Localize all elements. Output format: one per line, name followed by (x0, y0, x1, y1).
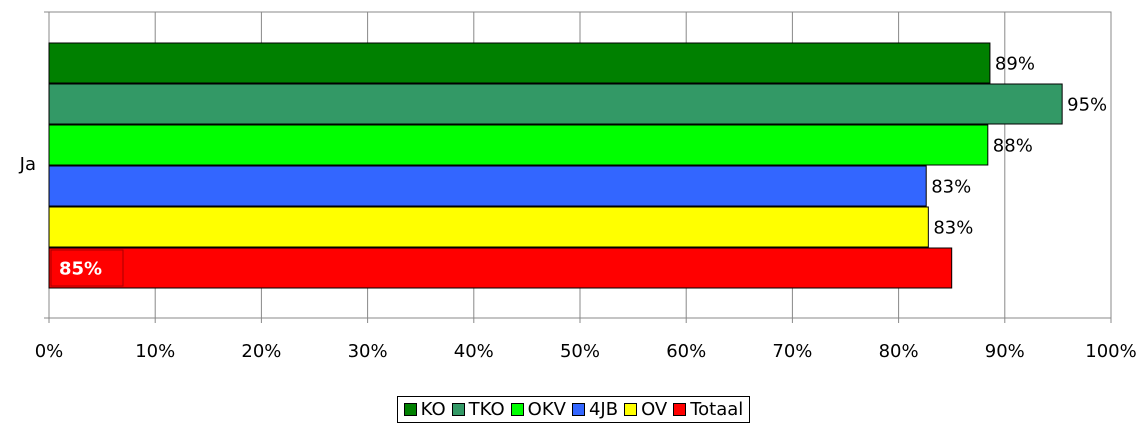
legend-item: OKV (510, 399, 566, 420)
legend-swatch (571, 403, 585, 416)
bar (48, 83, 1063, 125)
legend-item: TKO (451, 399, 505, 420)
x-tick-label: 10% (135, 341, 175, 362)
x-tick-label: 90% (985, 341, 1025, 362)
x-tick-label: 60% (666, 341, 706, 362)
bar (48, 124, 989, 166)
x-tick-label: 80% (879, 341, 919, 362)
legend-label: OV (641, 399, 668, 420)
legend-swatch (673, 403, 687, 416)
bar (48, 42, 991, 84)
data-label: 89% (995, 54, 1035, 75)
legend-label: 4JB (588, 399, 619, 420)
legend-swatch (451, 403, 465, 416)
legend-label: OKV (527, 399, 566, 420)
legend-item: 4JB (571, 399, 619, 420)
x-tick-label: 40% (454, 341, 494, 362)
legend: KO TKO OKV 4JB OV Totaal (0, 396, 1147, 423)
data-label: 83% (931, 177, 971, 198)
bar (48, 165, 927, 207)
x-tick-label: 100% (1085, 341, 1136, 362)
chart: 0% 10% 20% 30% 40% 50% 60% 70% 80% 90% 100% Ja 89% 95… (19, 11, 1137, 362)
x-tick-label: 30% (348, 341, 388, 362)
legend-label: TKO (468, 399, 505, 420)
data-label: 83% (933, 218, 973, 239)
x-tick-label: 0% (35, 341, 64, 362)
legend-item: OV (624, 399, 667, 420)
x-tick-label: 20% (241, 341, 281, 362)
legend-swatch (624, 403, 638, 416)
data-label: 88% (993, 136, 1033, 157)
legend-label: KO (420, 399, 446, 420)
bar (48, 206, 929, 248)
legend-swatch (403, 403, 417, 416)
label-box (50, 249, 124, 287)
x-tick-label: 70% (772, 341, 812, 362)
x-tick-label: 50% (560, 341, 600, 362)
data-label: 85% (59, 259, 102, 280)
legend-label: Totaal (690, 399, 744, 420)
bar (48, 247, 953, 289)
legend-item: KO (403, 399, 446, 420)
legend-item: Totaal (673, 399, 743, 420)
y-tick-label: Ja (19, 154, 36, 175)
data-label: 95% (1067, 95, 1107, 116)
legend-box: KO TKO OKV 4JB OV Totaal (396, 396, 751, 423)
legend-swatch (510, 403, 524, 416)
